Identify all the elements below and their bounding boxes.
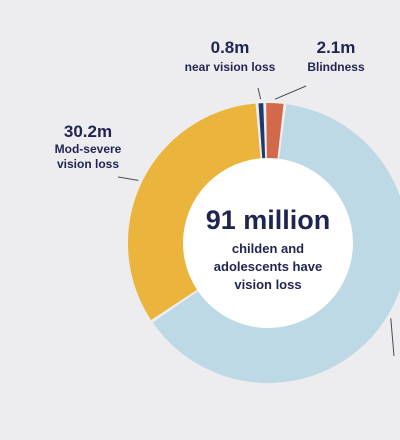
leader-line-0 [257, 87, 262, 100]
slice-value-label-3: 30.2m [64, 122, 112, 141]
slice-value-label-0: 0.8m [211, 38, 250, 57]
slice-category-label-1: Blindness [307, 60, 365, 74]
center-subtitle-line-2: adolescents have [214, 259, 322, 274]
center-title: 91 million [206, 205, 331, 235]
slice-value-label-1: 2.1m [317, 38, 356, 57]
leader-line-3 [117, 176, 139, 181]
slice-category-label-3-line-0: Mod-severe [55, 142, 122, 156]
leader-line-1 [274, 85, 307, 100]
slice-category-label-3-line-1: vision loss [57, 157, 119, 171]
leader-lines [117, 85, 395, 357]
center-subtitle-line-1: childen and [232, 241, 304, 256]
leader-line-2 [390, 318, 395, 357]
slice-category-label-0: near vision loss [185, 60, 276, 74]
donut-hole [183, 158, 353, 328]
center-subtitle-line-3: vision loss [234, 277, 301, 292]
